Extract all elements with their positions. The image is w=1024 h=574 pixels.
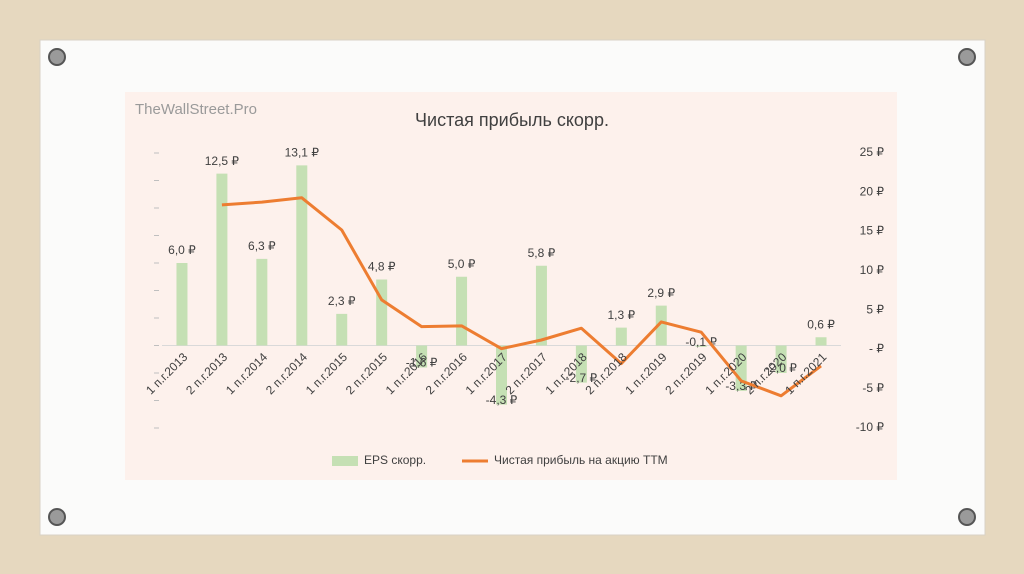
- bar: [815, 337, 827, 346]
- value-label: 2,3 ₽: [328, 294, 356, 308]
- bar: [216, 173, 228, 346]
- value-label: 6,0 ₽: [168, 243, 196, 257]
- bar: [296, 165, 308, 346]
- value-label: -2,7 ₽: [566, 371, 598, 385]
- pin: [48, 508, 66, 526]
- bar: [496, 345, 507, 405]
- value-label: 0,6 ₽: [807, 317, 835, 331]
- pin: [958, 48, 976, 66]
- bar: [615, 327, 627, 346]
- pins: [48, 48, 976, 526]
- bar: [575, 345, 587, 383]
- bar: [535, 265, 547, 346]
- value-label: 1,3 ₽: [607, 308, 635, 322]
- y2-tick-label: 20 ₽: [860, 184, 885, 198]
- value-label: 6,3 ₽: [248, 239, 276, 253]
- bar: [456, 276, 468, 346]
- legend-swatch: [332, 456, 358, 466]
- chart-title: Чистая прибыль скорр.: [415, 110, 609, 130]
- bar: [376, 279, 388, 346]
- value-label: -0,1 ₽: [685, 335, 717, 349]
- y2-tick-label: 15 ₽: [860, 224, 885, 238]
- bar: [416, 345, 428, 368]
- value-label: -1,6 ₽: [406, 356, 438, 370]
- value-label: 12,5 ₽: [205, 154, 240, 168]
- value-label: 5,8 ₽: [528, 246, 556, 260]
- bar: [176, 263, 188, 346]
- value-label: -2,0 ₽: [765, 361, 797, 375]
- value-label: 5,0 ₽: [448, 257, 476, 271]
- y2-tick-label: 25 ₽: [860, 145, 885, 159]
- value-label: 2,9 ₽: [647, 286, 675, 300]
- value-label: -4,3 ₽: [486, 393, 518, 407]
- pin: [958, 508, 976, 526]
- y2-tick-label: 5 ₽: [866, 302, 884, 316]
- chart-area: [125, 92, 897, 480]
- y2-tick-label: 10 ₽: [860, 263, 885, 277]
- y2-tick-label: -10 ₽: [856, 420, 885, 434]
- bar: [695, 345, 707, 347]
- value-label: 4,8 ₽: [368, 260, 396, 274]
- watermark: TheWallStreet.Pro: [135, 101, 257, 118]
- y2-tick-label: - ₽: [869, 342, 884, 356]
- legend-label: Чистая прибыль на акцию TTM: [494, 453, 668, 467]
- bar: [336, 313, 348, 346]
- bar: [735, 345, 747, 391]
- bar: [256, 258, 268, 346]
- line: [221, 196, 822, 398]
- pin: [48, 48, 66, 66]
- value-label: 13,1 ₽: [285, 146, 320, 160]
- bar: [655, 305, 667, 346]
- bar: [775, 345, 787, 373]
- y2-tick-label: -5 ₽: [862, 381, 884, 395]
- legend-label: EPS скорр.: [364, 453, 426, 467]
